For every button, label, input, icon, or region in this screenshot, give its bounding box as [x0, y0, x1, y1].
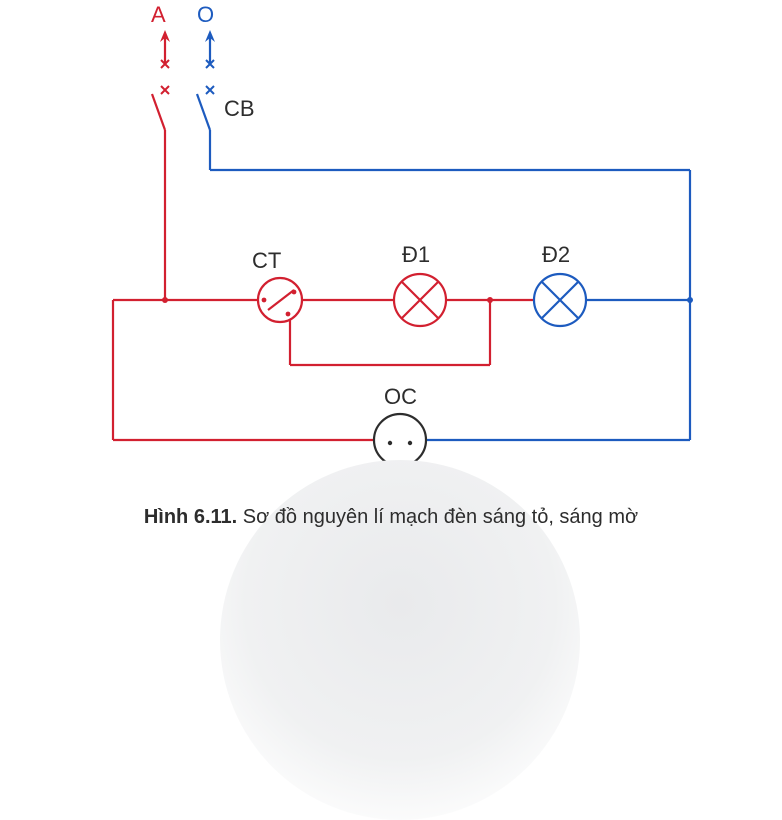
label-D1: Đ1 — [402, 242, 430, 267]
live-wires — [113, 130, 534, 440]
label-O: O — [197, 2, 214, 27]
figure-caption: Hình 6.11. Sơ đồ nguyên lí mạch đèn sáng… — [0, 506, 782, 529]
label-CT: CT — [252, 248, 281, 273]
lamp-D2 — [534, 274, 586, 326]
label-OC: OC — [384, 384, 417, 409]
supply-stub-O — [205, 30, 215, 68]
lamp-D1 — [394, 274, 446, 326]
node-neutral-row — [687, 297, 693, 303]
node-live-branch — [162, 297, 168, 303]
circuit-diagram: A O CB CT Đ1 Đ2 OC — [0, 0, 782, 500]
switch-CT — [258, 278, 302, 322]
label-A: A — [151, 2, 166, 27]
node-mid-tap — [487, 297, 493, 303]
caption-rest: Sơ đồ nguyên lí mạch đèn sáng tỏ, sáng m… — [237, 506, 638, 528]
label-D2: Đ2 — [542, 242, 570, 267]
caption-strong: Hình 6.11. — [144, 506, 237, 528]
supply-stub-A — [160, 30, 170, 68]
outlet-OC — [374, 414, 426, 466]
breaker-CB — [152, 86, 214, 130]
label-CB: CB — [224, 96, 255, 121]
